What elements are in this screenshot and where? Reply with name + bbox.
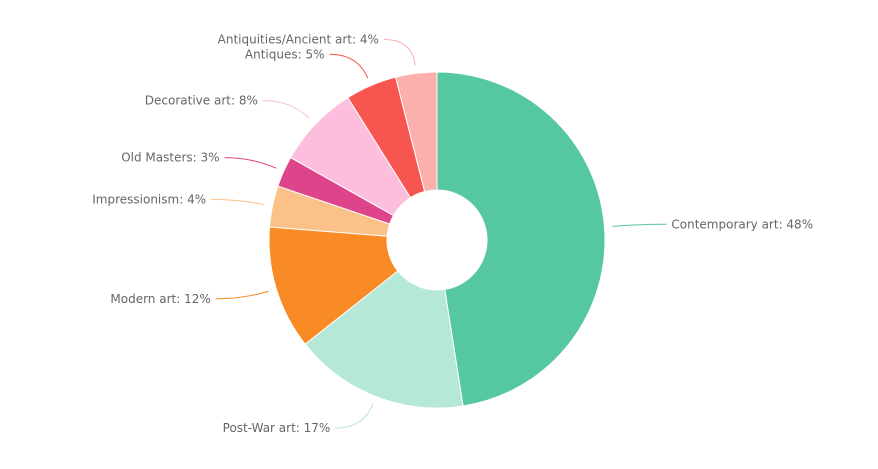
slices-layer [268, 71, 606, 409]
leader-line-modern-art [215, 290, 269, 300]
labels-layer: Contemporary art: 48% Post-War art: 17% Mo… [92, 33, 813, 436]
slice-modern-art[interactable] [268, 226, 399, 345]
slice-contemporary-art[interactable] [436, 71, 606, 407]
data-label-contemporary-art: Contemporary art: 48% [671, 217, 813, 231]
leader-line-antiques [329, 53, 369, 79]
leaders-layer [211, 39, 667, 429]
slice-post-war-art[interactable] [304, 270, 464, 409]
leader-line-contemporary-art [612, 223, 667, 227]
leader-line-old-masters [224, 157, 277, 169]
data-label-impressionism: Impressionism: 4% [92, 192, 206, 206]
leader-line-impressionism [211, 198, 265, 206]
slice-antiquities-ancient-art[interactable] [395, 71, 438, 193]
data-label-post-war-art: Post-War art: 17% [223, 421, 331, 435]
data-label-antiques: Antiques: 5% [245, 47, 325, 61]
leader-line-decorative-art [262, 100, 311, 119]
data-label-antiquities-ancient-art: Antiquities/Ancient art: 4% [218, 33, 379, 47]
leader-line-post-war-art [335, 403, 374, 429]
leader-line-antiquities-ancient-art [383, 39, 416, 66]
data-label-decorative-art: Decorative art: 8% [145, 94, 258, 108]
data-label-old-masters: Old Masters: 3% [121, 151, 219, 165]
data-label-modern-art: Modern art: 12% [110, 292, 210, 306]
